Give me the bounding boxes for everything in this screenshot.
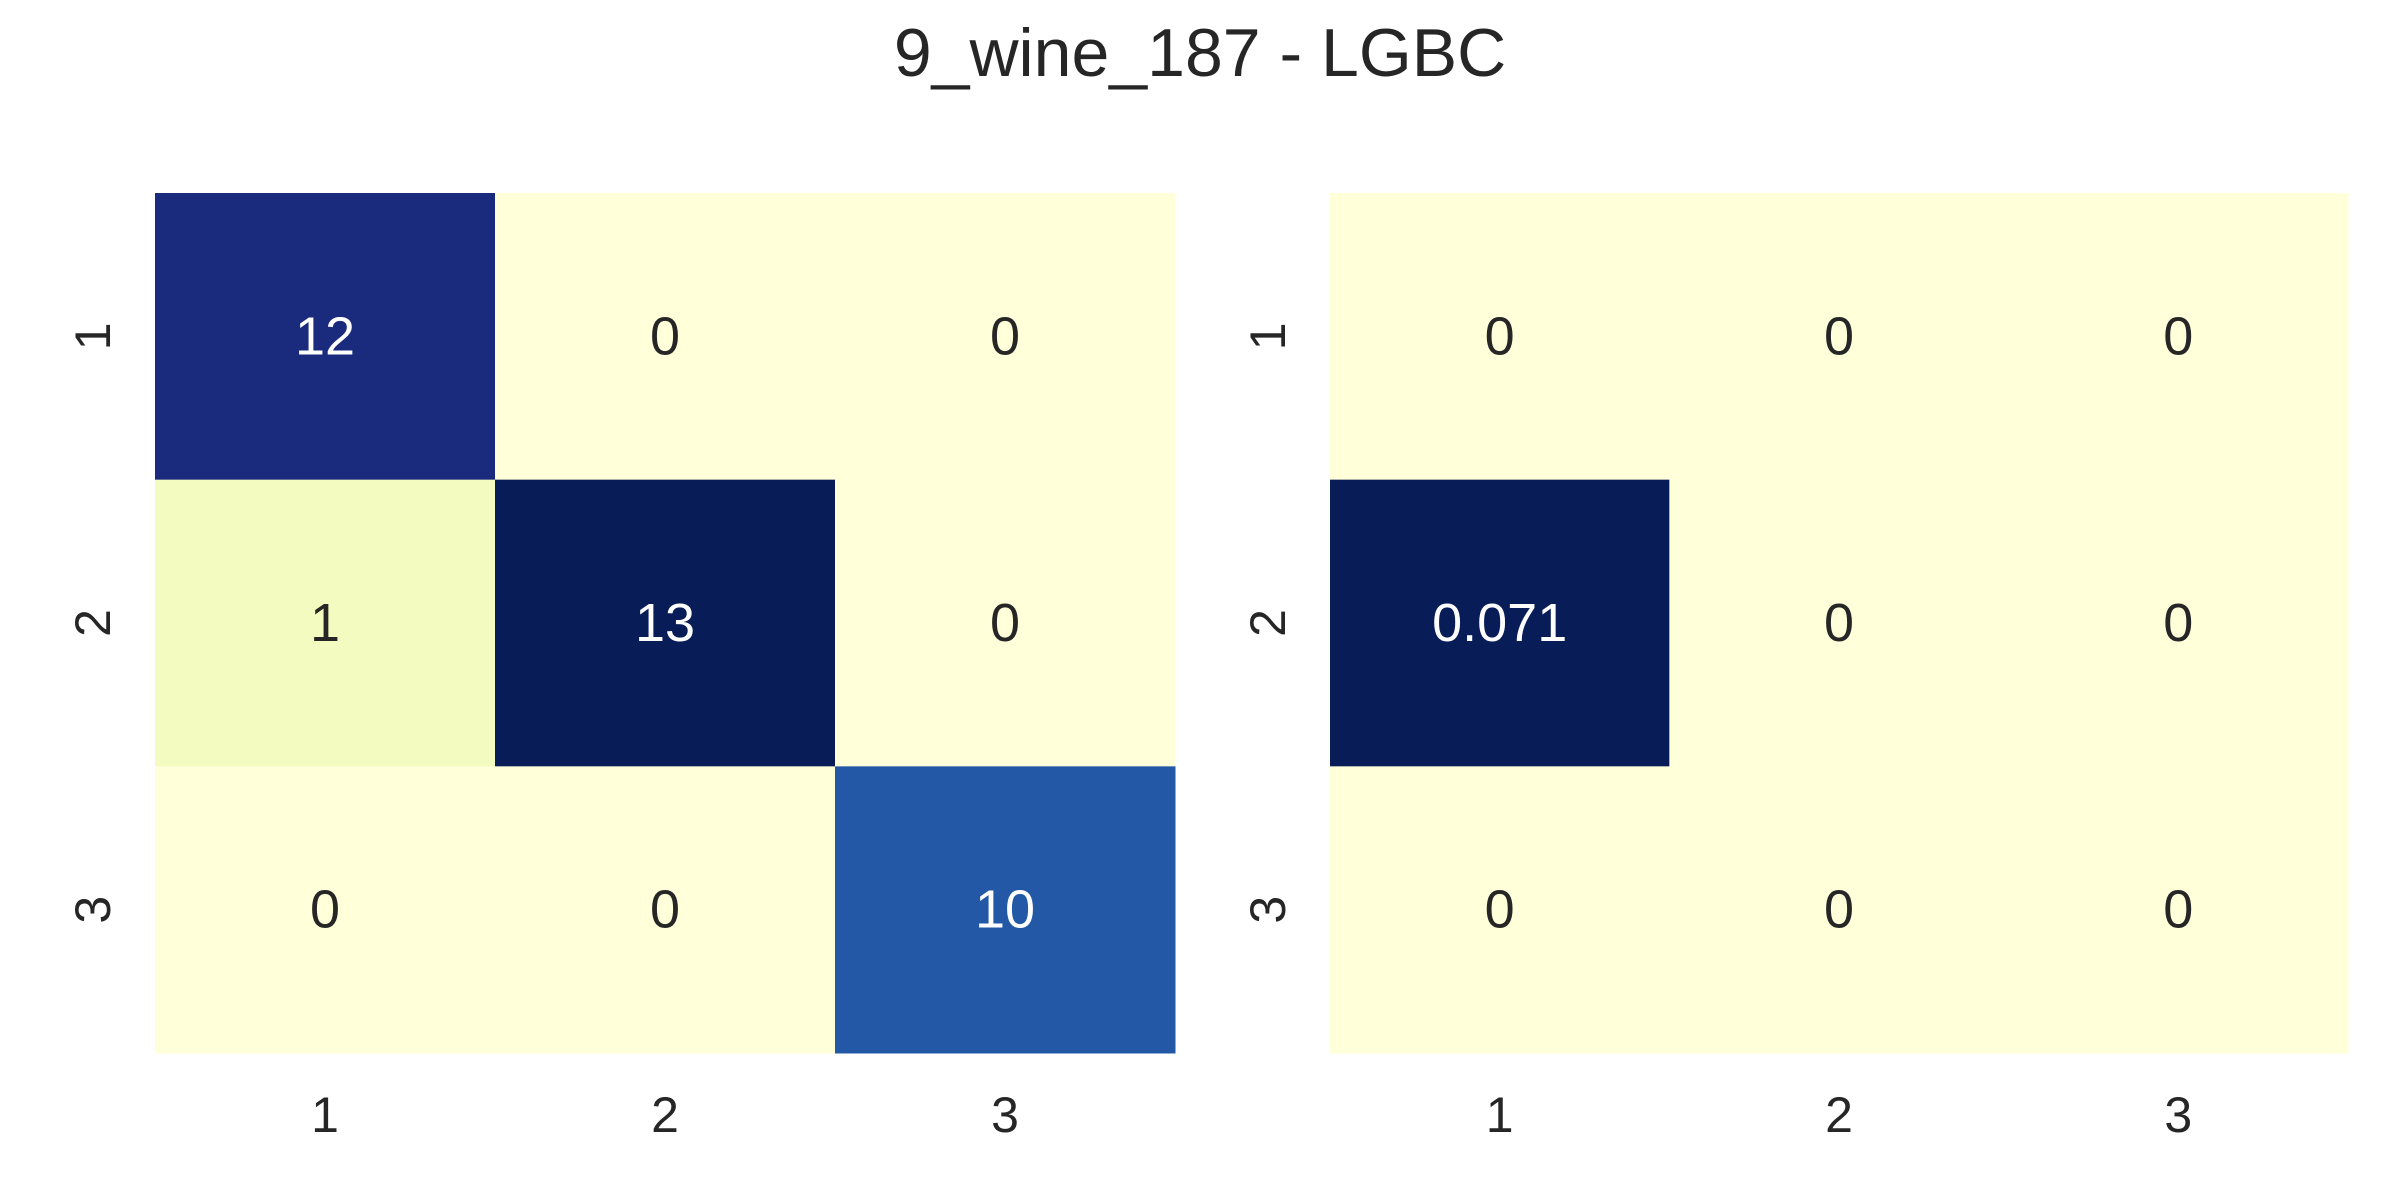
heatmap-1-y-tick-3: 3 [1240,896,1296,924]
heatmap-1-cell-r1-c1 [1330,193,1670,481]
heatmap-1-cell-r3-c2 [1669,766,2010,1054]
heatmap-1-cell-r2-c2 [1669,479,2010,767]
heatmap-0-cell-label-r2-c3: 0 [990,593,1020,653]
heatmap-1-cell-r3-c1 [1330,766,1670,1054]
heatmap-normalized-errors: 0 0 0 0.071 0 0 0 0 0 1 2 3 1 2 3 [1240,193,2349,1143]
heatmap-0-cell-r2-c2 [495,479,836,767]
heatmap-0-cell-label-r3-c2: 0 [650,880,680,940]
heatmap-1-y-tick-1: 1 [1240,322,1296,350]
heatmap-0-cell-r1-c1 [155,193,496,481]
heatmap-1-cell-label-r3-c3: 0 [2163,880,2193,940]
heatmap-1-x-tick-2: 2 [1825,1087,1853,1143]
heatmap-1-x-tick-1: 1 [1486,1087,1514,1143]
heatmap-1-y-tick-2: 2 [1240,609,1296,637]
heatmap-1-cell-label-r3-c1: 0 [1485,880,1515,940]
heatmap-0-cell-label-r2-c1: 1 [310,593,340,653]
heatmap-1-cell-label-r1-c1: 0 [1485,306,1515,366]
heatmap-0-y-tick-3: 3 [65,896,121,924]
heatmap-1-cell-r3-c3 [2008,766,2349,1054]
heatmap-0-cell-label-r2-c2: 13 [635,593,695,653]
heatmap-0-cell-label-r3-c3: 10 [975,880,1035,940]
heatmap-1-cell-label-r1-c2: 0 [1824,306,1854,366]
heatmap-0-cell-r2-c3 [835,479,1176,767]
heatmap-1-cell-r2-c3 [2008,479,2349,767]
heatmap-0-cell-r3-c3 [835,766,1176,1054]
heatmap-1-cell-label-r3-c2: 0 [1824,880,1854,940]
figure-title: 9_wine_187 - LGBC [893,15,1507,91]
heatmap-1-cell-r1-c3 [2008,193,2349,481]
heatmap-1-x-tick-3: 3 [2164,1087,2192,1143]
heatmap-0-y-tick-1: 1 [65,322,121,350]
heatmap-0-cell-label-r1-c3: 0 [990,306,1020,366]
heatmap-0-cell-r3-c1 [155,766,496,1054]
heatmap-0-cell-r2-c1 [155,479,496,767]
heatmap-1-cell-label-r2-c1: 0.071 [1432,593,1567,653]
heatmap-1-cell-r1-c2 [1669,193,2010,481]
heatmap-1-cell-r2-c1 [1330,479,1670,767]
heatmap-1-cell-label-r2-c3: 0 [2163,593,2193,653]
heatmap-0-cell-r1-c3 [835,193,1176,481]
heatmap-0-cell-label-r1-c2: 0 [650,306,680,366]
heatmap-0-cell-label-r3-c1: 0 [310,880,340,940]
heatmap-0-x-tick-3: 3 [991,1087,1019,1143]
heatmap-0-y-tick-2: 2 [65,609,121,637]
heatmap-1-cell-label-r1-c3: 0 [2163,306,2193,366]
heatmap-1-cell-label-r2-c2: 0 [1824,593,1854,653]
heatmap-0-cell-r1-c2 [495,193,836,481]
heatmap-0-x-tick-2: 2 [651,1087,679,1143]
heatmap-0-cell-label-r1-c1: 12 [295,306,355,366]
heatmap-0-cell-r3-c2 [495,766,836,1054]
heatmap-0-x-tick-1: 1 [311,1087,339,1143]
